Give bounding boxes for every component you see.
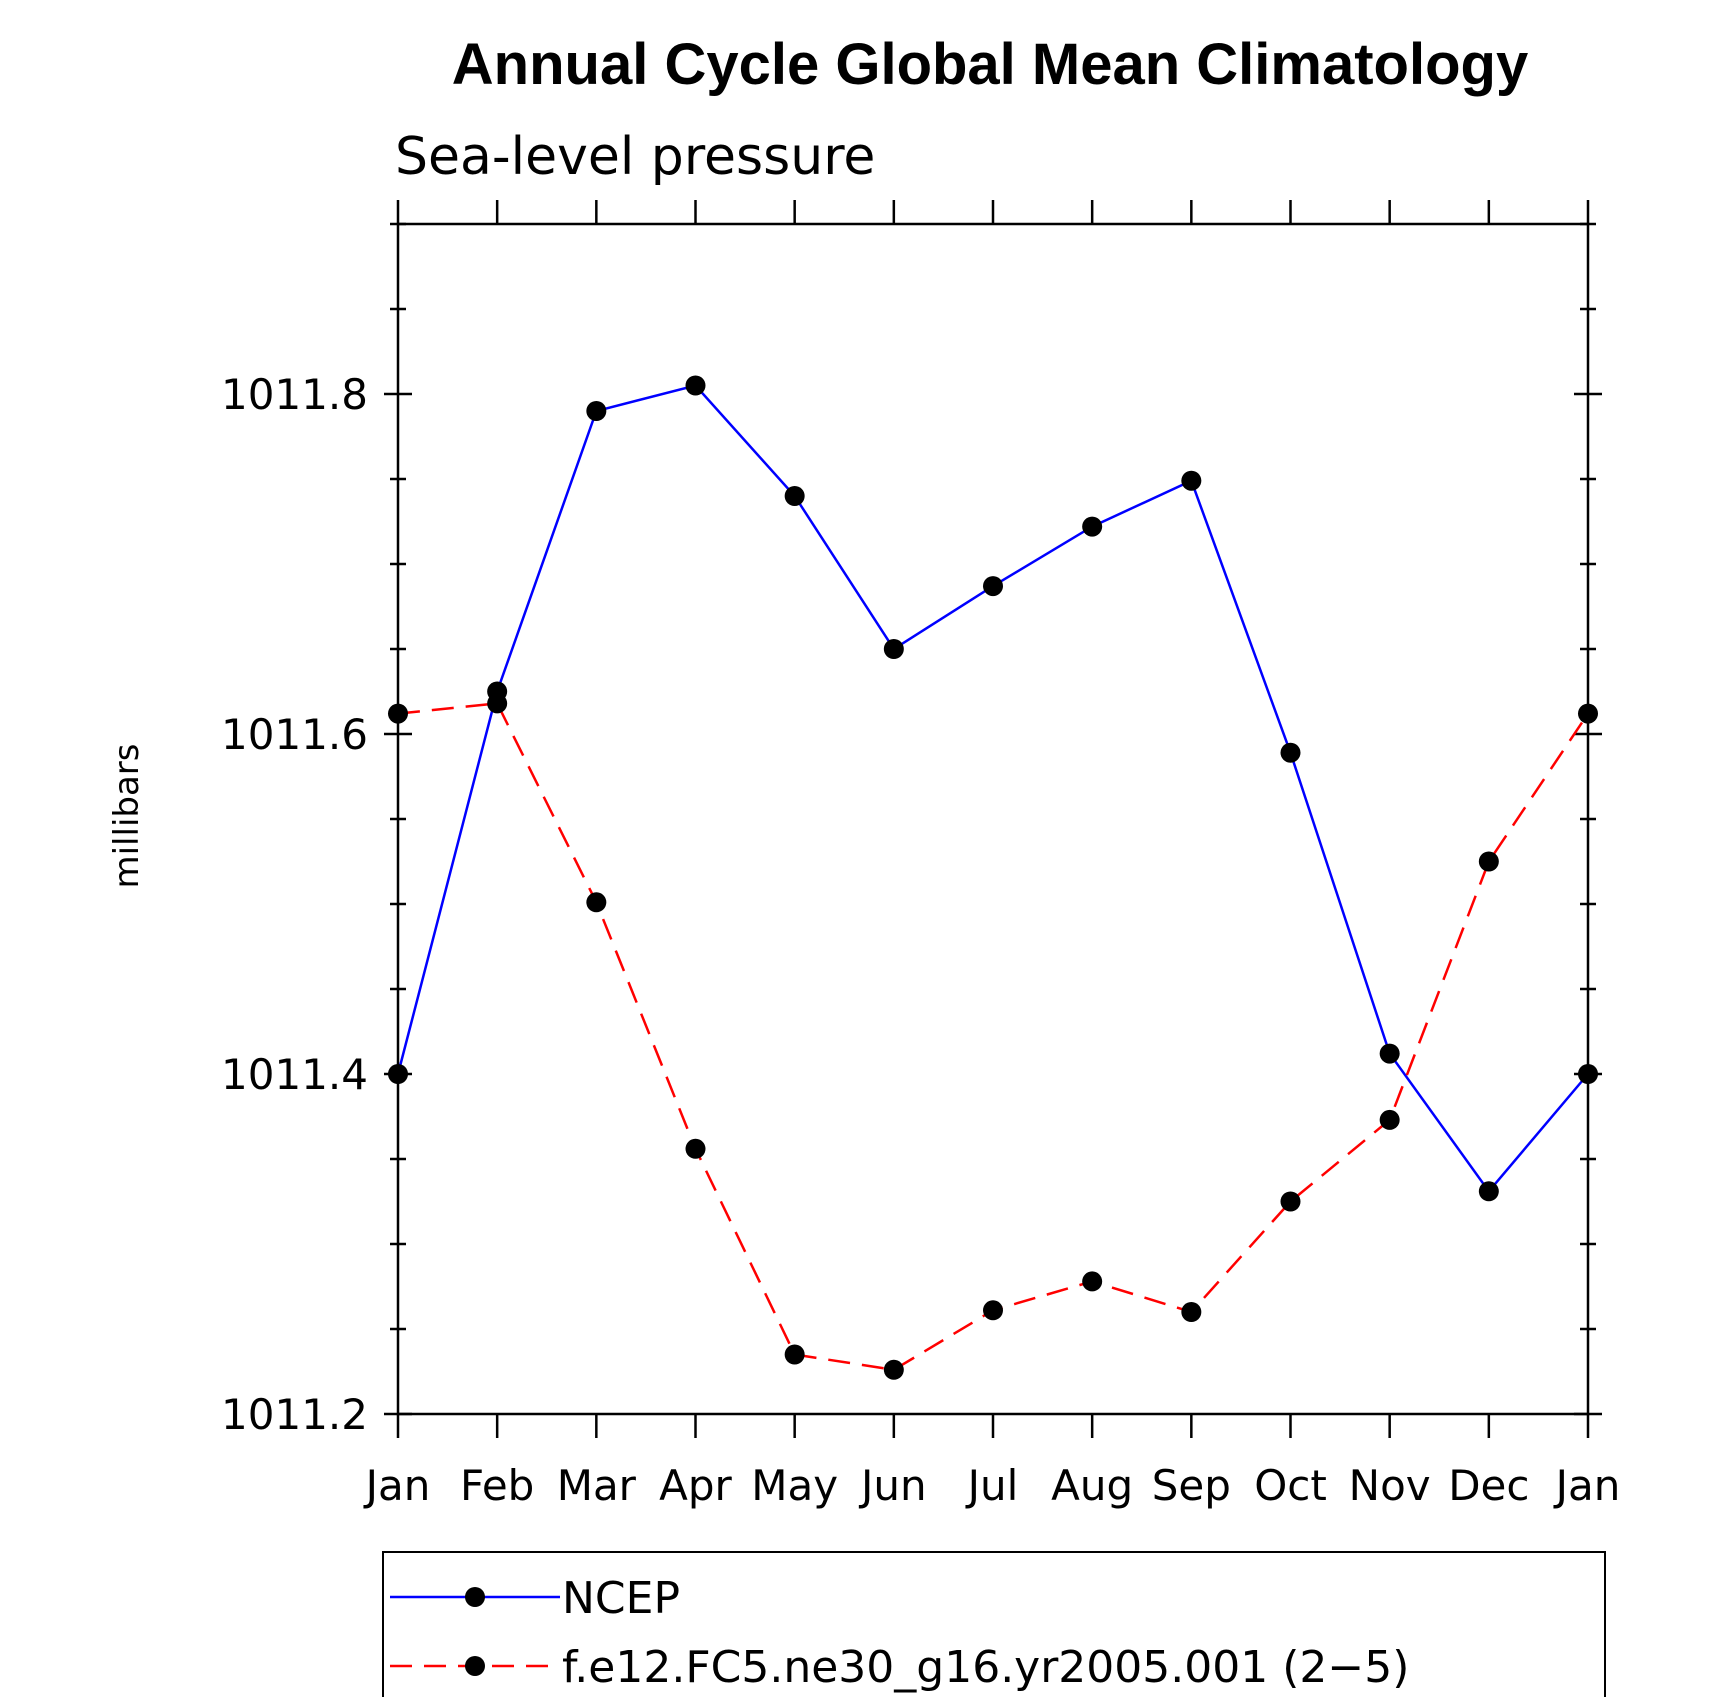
y-tick-labels: 1011.2 1011.4 1011.6 1011.8 (221, 370, 368, 1439)
x-tick-label: Apr (659, 1461, 732, 1510)
x-tick-label: Oct (1254, 1461, 1327, 1510)
x-tick-labels: Jan Feb Mar Apr May Jun Jul Aug Sep Oct Nov Dec Jan (363, 1461, 1621, 1510)
data-point-series-1 (784, 486, 805, 506)
x-tick-label: Jan (1553, 1461, 1621, 1510)
y-axis-label: millibars (107, 743, 147, 888)
legend-box (382, 1551, 1606, 1697)
x-tick-label: Dec (1448, 1461, 1529, 1510)
tick-marks (384, 200, 1602, 1438)
x-tick-label: Nov (1349, 1461, 1431, 1510)
x-tick-label: May (751, 1461, 838, 1510)
legend-marker-1 (465, 1587, 485, 1607)
data-point-series-2 (983, 1300, 1003, 1321)
series-layer (388, 375, 1598, 1380)
x-tick-label: Jun (858, 1461, 927, 1510)
data-point-series-1 (883, 639, 904, 659)
y-tick-label: 1011.8 (221, 370, 368, 419)
data-point-series-1 (1280, 742, 1301, 763)
data-point-series-1 (1478, 1181, 1499, 1202)
data-point-series-1 (1181, 470, 1202, 491)
data-point-series-2 (1578, 703, 1598, 724)
data-point-series-1 (685, 375, 706, 396)
data-point-series-1 (388, 1064, 408, 1084)
data-point-series-2 (685, 1138, 706, 1159)
data-point-series-2 (388, 703, 408, 724)
data-point-series-2 (1379, 1109, 1400, 1130)
chart-subtitle: Sea-level pressure (395, 127, 875, 187)
data-point-series-2 (1478, 851, 1499, 872)
data-point-series-1 (1578, 1064, 1598, 1084)
x-tick-label: Aug (1051, 1461, 1133, 1510)
plot-border (396, 222, 1590, 1416)
plot-frame (396, 222, 1590, 1416)
y-tick-label: 1011.4 (221, 1050, 368, 1099)
data-point-series-2 (1280, 1191, 1301, 1212)
data-point-series-2 (487, 693, 508, 714)
x-tick-label: Sep (1152, 1461, 1231, 1510)
series-line-2 (397, 702, 1590, 1372)
x-tick-label: Feb (460, 1461, 534, 1510)
data-point-series-1 (1379, 1043, 1400, 1064)
data-point-series-2 (883, 1359, 904, 1380)
data-point-series-1 (1082, 516, 1103, 537)
data-point-series-2 (586, 892, 607, 913)
x-tick-label: Jan (363, 1461, 431, 1510)
x-tick-label: Jul (965, 1461, 1019, 1510)
data-point-series-2 (1082, 1271, 1103, 1292)
data-point-series-1 (586, 401, 607, 421)
legend-label-2: f.e12.FC5.ne30_g16.yr2005.001 (2−5) (562, 1642, 1409, 1693)
legend-marker-2 (465, 1656, 485, 1676)
chart-title: Annual Cycle Global Mean Climatology (452, 32, 1528, 97)
legend: NCEP f.e12.FC5.ne30_g16.yr2005.001 (2−5) (382, 1551, 1606, 1697)
y-tick-label: 1011.2 (221, 1390, 368, 1439)
data-point-series-1 (983, 576, 1003, 597)
data-point-series-2 (1181, 1302, 1202, 1322)
legend-label-1: NCEP (562, 1573, 680, 1624)
x-tick-label: Mar (557, 1461, 637, 1510)
data-point-series-2 (784, 1344, 805, 1365)
y-tick-label: 1011.6 (221, 710, 368, 759)
